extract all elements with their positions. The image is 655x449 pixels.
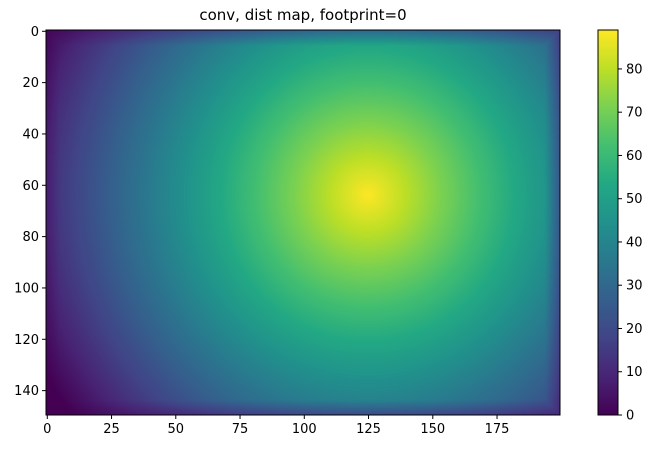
colorbar-tick-label: 20 [626, 322, 643, 337]
colorbar-tick-label: 80 [626, 62, 643, 77]
y-tick-label: 140 [14, 384, 39, 399]
colorbar-tick-label: 30 [626, 279, 643, 294]
y-axis: 0 20 40 60 80 100 120 140 [14, 25, 46, 399]
plot-frame [45, 29, 561, 416]
colorbar-tick-label: 60 [626, 149, 643, 164]
x-tick-label: 150 [420, 422, 445, 437]
y-tick-label: 120 [14, 333, 39, 348]
colorbar-tick-label: 70 [626, 106, 643, 121]
x-axis: 0 25 50 75 100 125 150 175 [43, 415, 509, 437]
heatmap-image [46, 30, 560, 415]
y-tick-label: 80 [22, 230, 39, 245]
x-tick-label: 25 [103, 422, 120, 437]
y-tick-label: 100 [14, 281, 39, 296]
x-tick-label: 0 [43, 422, 51, 437]
colorbar-tick-label: 40 [626, 235, 643, 250]
y-tick-label: 40 [22, 127, 39, 142]
x-tick-label: 75 [232, 422, 249, 437]
colorbar-axis: 0 10 20 30 40 50 60 70 80 [618, 62, 643, 424]
y-tick-label: 60 [22, 179, 39, 194]
x-tick-label: 175 [485, 422, 510, 437]
colorbar-tick-label: 0 [626, 409, 634, 424]
x-tick-label: 50 [168, 422, 185, 437]
x-tick-label: 125 [356, 422, 381, 437]
colorbar [597, 29, 619, 416]
y-tick-label: 0 [31, 25, 39, 40]
colorbar-tick-label: 10 [626, 365, 643, 380]
y-tick-label: 20 [22, 76, 39, 91]
chart-title: conv, dist map, footprint=0 [199, 6, 406, 24]
x-tick-label: 100 [292, 422, 317, 437]
colorbar-tick-label: 50 [626, 192, 643, 207]
